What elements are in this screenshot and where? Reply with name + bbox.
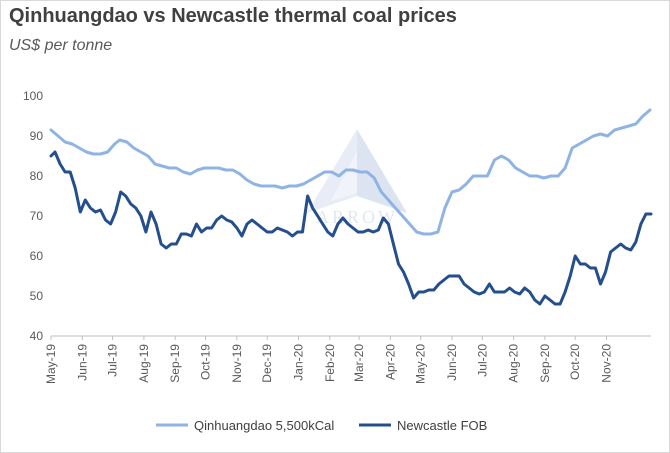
chart-subtitle: US$ per tonne (9, 37, 113, 54)
x-tick-label: Aug-20 (507, 344, 521, 383)
x-tick-label: Sep-19 (168, 344, 182, 383)
series-line-newcastle (49, 150, 653, 306)
x-tick-label: May-19 (44, 344, 58, 384)
y-tick-label: 80 (30, 169, 44, 183)
x-tick-label: Oct-19 (199, 344, 213, 380)
watermark-text: ARROW (316, 207, 398, 227)
y-tick-label: 90 (30, 129, 44, 143)
x-tick-label: Oct-20 (568, 344, 582, 380)
x-tick-label: Aug-19 (137, 344, 151, 383)
x-tick-label: Jun-20 (445, 344, 459, 381)
x-tick-label: Sep-20 (538, 344, 552, 383)
x-tick-label: Jul-19 (106, 344, 120, 377)
x-tick-label: Jan-20 (291, 344, 305, 381)
arrow-watermark-icon: ARROW (307, 129, 407, 227)
y-tick-label: 60 (30, 249, 44, 263)
y-tick-label: 70 (30, 209, 44, 223)
x-tick-label: May-20 (414, 344, 428, 384)
y-tick-label: 40 (30, 329, 44, 343)
x-tick-label: Nov-19 (230, 344, 244, 383)
y-tick-label: 50 (30, 289, 44, 303)
x-tick-label: Feb-20 (323, 344, 337, 382)
y-tick-label: 100 (23, 89, 43, 103)
legend-label: Qinhuangdao 5,500kCal (194, 418, 334, 433)
x-tick-label: Dec-19 (260, 344, 274, 383)
legend-label: Newcastle FOB (397, 418, 487, 433)
x-tick-label: Nov-20 (600, 344, 614, 383)
x-tick-label: Apr-20 (383, 344, 397, 380)
x-tick-label: Jul-20 (475, 344, 489, 377)
series-line-qinhuangdao (49, 108, 652, 236)
x-tick-label: Mar-20 (352, 344, 366, 382)
chart-title: Qinhuangdao vs Newcastle thermal coal pr… (9, 5, 457, 27)
x-tick-label: Jun-19 (75, 344, 89, 381)
